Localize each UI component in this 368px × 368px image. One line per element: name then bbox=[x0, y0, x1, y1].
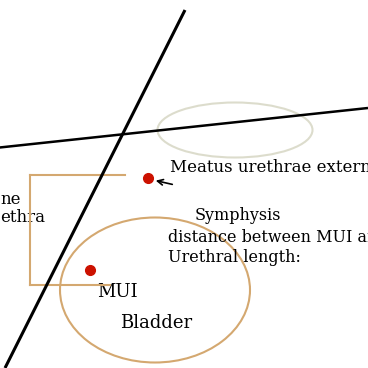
Text: Meatus urethrae externus: Meatus urethrae externus bbox=[170, 159, 368, 176]
Text: ethra: ethra bbox=[0, 209, 45, 226]
Text: Bladder: Bladder bbox=[120, 314, 192, 332]
Text: Symphysis: Symphysis bbox=[195, 208, 282, 224]
Text: MUI: MUI bbox=[97, 283, 138, 301]
Text: ne: ne bbox=[0, 191, 21, 209]
Text: Urethral length:: Urethral length: bbox=[168, 250, 301, 266]
Text: distance between MUI and meatus ureth: distance between MUI and meatus ureth bbox=[168, 229, 368, 245]
